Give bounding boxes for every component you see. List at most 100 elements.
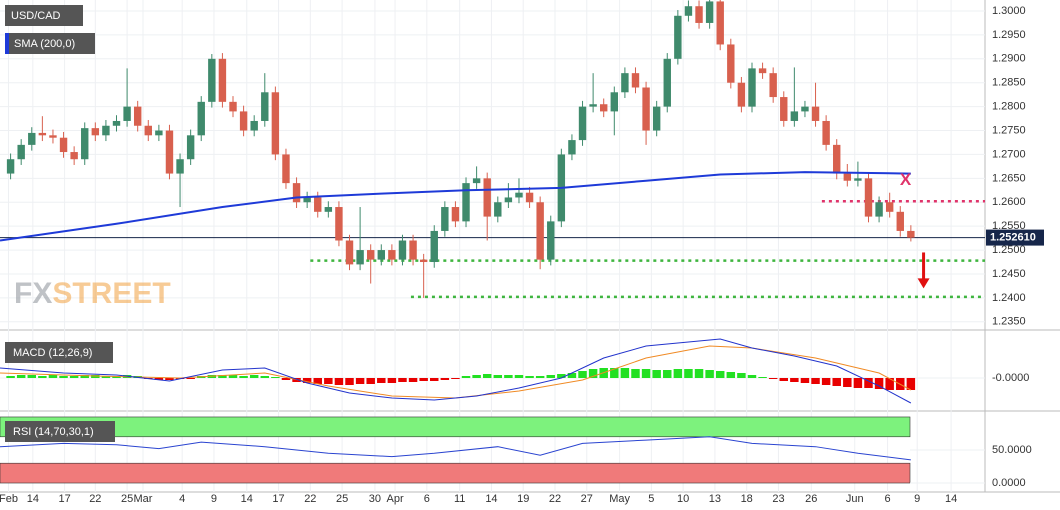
candle-body: [292, 183, 301, 203]
watermark: FXSTREET: [14, 277, 171, 310]
candle-body: [197, 101, 205, 136]
macd-histogram-bar: [239, 376, 248, 378]
x-tick-label: 25: [121, 493, 133, 505]
macd-histogram-bar: [694, 369, 704, 378]
candle-body: [610, 92, 619, 112]
macd-histogram-bar: [663, 370, 672, 378]
macd-histogram-bar: [48, 375, 58, 378]
candle-body: [28, 132, 36, 145]
macd-histogram-bar: [249, 375, 259, 378]
macd-histogram-bar: [69, 376, 79, 378]
macd-histogram-bar: [101, 376, 111, 378]
candle-body: [271, 92, 280, 155]
candle-body: [229, 101, 237, 112]
y-tick-label: 1.2800: [992, 101, 1026, 113]
y-tick-label: 1.2750: [992, 124, 1026, 136]
x-tick-label: 4: [179, 493, 185, 505]
macd-histogram-bar: [493, 375, 503, 378]
candle-body: [356, 250, 364, 265]
x-tick-label: 6: [424, 493, 430, 505]
candle-body: [854, 178, 862, 181]
y-tick-label: 1.2500: [992, 244, 1026, 256]
x-tick-label: Apr: [386, 493, 403, 505]
macd-histogram-bar: [652, 370, 661, 378]
candle-body: [462, 183, 470, 222]
last-price-label: 1.252610: [990, 231, 1036, 243]
candle-body: [261, 92, 269, 121]
candle-body: [568, 140, 576, 155]
candle-body: [790, 111, 799, 121]
macd-histogram-bar: [408, 378, 418, 382]
macd-tick-label: -0.0000: [992, 372, 1029, 384]
macd-histogram-bar: [610, 368, 619, 378]
candle-body: [398, 240, 407, 260]
macd-histogram-bar: [482, 374, 492, 378]
candle-body: [303, 197, 311, 203]
candle-body: [705, 1, 714, 23]
sma-label: SMA (200,0): [14, 38, 75, 50]
candle-body: [81, 128, 89, 160]
candle-body: [536, 202, 544, 260]
macd-histogram-bar: [715, 371, 725, 378]
y-tick-label: 1.2850: [992, 77, 1026, 89]
candle-body: [324, 207, 333, 212]
macd-histogram-bar: [864, 378, 873, 388]
macd-histogram-bar: [832, 378, 841, 386]
candle-body: [409, 240, 417, 260]
candle-body: [70, 152, 78, 160]
macd-histogram-bar: [811, 378, 820, 384]
x-tick-label: 11: [454, 493, 465, 505]
macd-histogram-bar: [451, 378, 460, 379]
candle-body: [684, 6, 693, 16]
rsi-label: RSI (14,70,30,1): [13, 426, 94, 438]
candle-body: [864, 178, 873, 217]
y-tick-label: 1.2950: [992, 29, 1026, 41]
x-tick-label: 14: [485, 493, 497, 505]
candle-body: [885, 202, 894, 212]
candle-body: [833, 144, 841, 174]
candle-body: [727, 44, 735, 83]
candle-body: [822, 120, 830, 145]
candle-body: [811, 106, 820, 121]
candle-body: [335, 207, 343, 241]
candle-body: [112, 120, 121, 126]
candle-body: [843, 173, 852, 181]
x-tick-label: 23: [772, 493, 784, 505]
candle-body: [801, 106, 809, 112]
x-tick-label: 14: [945, 493, 957, 505]
candle-body: [239, 111, 248, 131]
candle-body: [748, 68, 756, 107]
x-tick-label: 17: [272, 493, 284, 505]
macd-histogram-bar: [154, 378, 164, 380]
candle-body: [472, 178, 481, 184]
y-tick-label: 1.3000: [992, 5, 1026, 17]
macd-histogram-bar: [737, 373, 746, 378]
x-tick-label: 14: [241, 493, 253, 505]
candle-body: [451, 207, 460, 222]
macd-histogram-bar: [821, 378, 831, 385]
macd-histogram-bar: [355, 378, 365, 384]
macd-histogram-bar: [768, 378, 778, 379]
candle-body: [366, 250, 375, 260]
y-tick-label: 1.2350: [992, 316, 1026, 328]
candle-body: [780, 97, 788, 121]
plot: Feb 14 17 22 25 Mar 4 9 14 17 22 25 30 Apr 6 11 14 19 22 27…: [0, 0, 1044, 505]
rsi-band: [0, 462, 911, 484]
macd-histogram-bar: [758, 377, 767, 378]
candle-body: [695, 6, 703, 23]
macd-histogram-bar: [419, 378, 428, 381]
candle-body: [59, 137, 68, 153]
macd-histogram-bar: [535, 376, 545, 378]
x-tick-label: 27: [581, 493, 593, 505]
x-tick-label: 9: [914, 493, 920, 505]
macd-line: [0, 338, 912, 404]
candle-body: [875, 202, 883, 217]
candle-body: [716, 1, 724, 45]
macd-histogram-bar: [705, 370, 714, 378]
macd-histogram-bar: [16, 375, 26, 378]
macd-histogram-bar: [281, 378, 291, 380]
macd-histogram-bar: [525, 376, 534, 378]
rsi-line: [0, 436, 911, 461]
candle-body: [250, 120, 258, 131]
candle-body: [165, 130, 174, 174]
